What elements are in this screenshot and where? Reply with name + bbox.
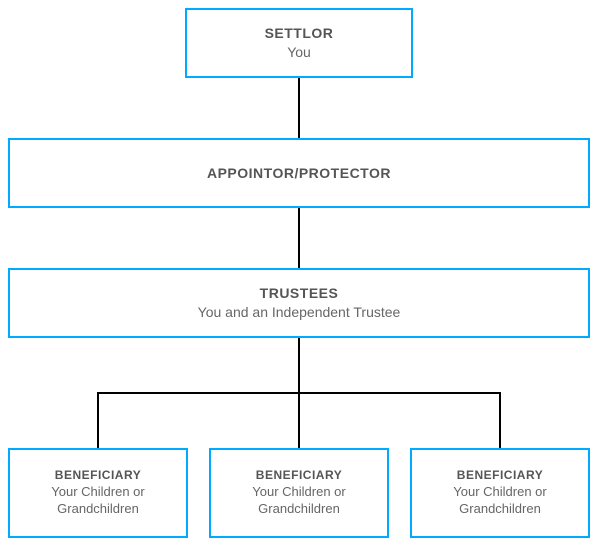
settlor-subtitle: You — [287, 43, 311, 61]
beneficiary2-subtitle: Your Children or Grandchildren — [221, 484, 377, 518]
node-settlor: SETTLOR You — [185, 8, 413, 78]
node-beneficiary-2: BENEFICIARY Your Children or Grandchildr… — [209, 448, 389, 538]
connector-ben1 — [97, 392, 99, 448]
beneficiary1-subtitle: Your Children or Grandchildren — [20, 484, 176, 518]
settlor-title: SETTLOR — [265, 25, 334, 41]
beneficiary3-subtitle: Your Children or Grandchildren — [422, 484, 578, 518]
trustees-subtitle: You and an Independent Trustee — [198, 303, 401, 321]
node-beneficiary-3: BENEFICIARY Your Children or Grandchildr… — [410, 448, 590, 538]
beneficiary2-title: BENEFICIARY — [256, 468, 342, 482]
connector-appointor-trustees — [298, 208, 300, 268]
node-beneficiary-1: BENEFICIARY Your Children or Grandchildr… — [8, 448, 188, 538]
appointor-title: APPOINTOR/PROTECTOR — [207, 165, 391, 181]
node-trustees: TRUSTEES You and an Independent Trustee — [8, 268, 590, 338]
node-appointor: APPOINTOR/PROTECTOR — [8, 138, 590, 208]
beneficiary1-title: BENEFICIARY — [55, 468, 141, 482]
connector-trustees-down — [298, 338, 300, 393]
connector-settlor-appointor — [298, 78, 300, 138]
beneficiary3-title: BENEFICIARY — [457, 468, 543, 482]
connector-ben3 — [499, 392, 501, 448]
trustees-title: TRUSTEES — [260, 285, 339, 301]
connector-ben2 — [298, 392, 300, 448]
